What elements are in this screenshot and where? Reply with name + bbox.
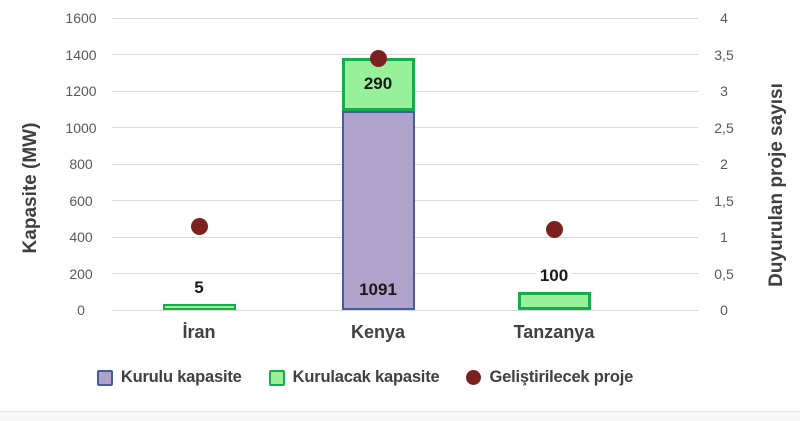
- gridline: [112, 309, 698, 311]
- legend-item: Kurulu kapasite: [96, 368, 242, 387]
- x-axis-category-label: Tanzanya: [513, 322, 595, 342]
- bar-segment-i̇ran: [162, 304, 236, 310]
- bar-value-label: 100: [509, 265, 599, 285]
- legend-dot-icon: [466, 370, 482, 385]
- legend-label: Geliştirilecek proje: [489, 368, 634, 386]
- y2-axis-tick-label: 3,5: [714, 46, 734, 63]
- bar-value-text: 290: [363, 74, 393, 94]
- bar-segment-tanzanya: [517, 291, 591, 310]
- y-axis-tick-label: 600: [69, 192, 93, 209]
- scatter-dot-i̇ran: [190, 217, 208, 235]
- y2-axis-tick-label: 0: [720, 302, 728, 318]
- y2-axis-tick-label: 0,5: [714, 265, 734, 282]
- y-axis-tick-label: 0: [77, 302, 85, 318]
- bar-value-text: 1091: [359, 280, 397, 299]
- y-axis-tick-label: 1600: [65, 10, 97, 26]
- scatter-dot-kenya: [369, 49, 387, 67]
- chart-legend: Kurulu kapasite Kurulacak kapasite Gelişti…: [0, 368, 765, 387]
- left-axis-title: Kapasite (MW): [20, 122, 41, 254]
- y2-axis-tick-label: 3: [720, 83, 728, 99]
- scatter-dot-tanzanya: [545, 221, 563, 239]
- legend-item: Kurulacak kapasite: [268, 368, 440, 387]
- bar-segment-kenya: [341, 110, 415, 310]
- y2-axis-tick-label: 1,5: [714, 192, 734, 209]
- legend-swatch-icon: [96, 369, 113, 386]
- x-axis-category-label: Kenya: [350, 322, 406, 342]
- bar-value-label: 290: [333, 74, 423, 93]
- y-axis-tick-label: 1000: [65, 119, 97, 136]
- gridline: [112, 17, 698, 19]
- y-axis-tick-label: 200: [69, 265, 93, 282]
- y2-axis-tick-label: 1: [720, 229, 728, 245]
- legend-label: Kurulu kapasite: [120, 368, 242, 386]
- y-axis-tick-label: 1400: [65, 46, 97, 63]
- bar-value-text: 5: [190, 278, 208, 297]
- legend-item: Geliştirilecek proje: [466, 368, 633, 387]
- bar-value-label: 5: [154, 278, 244, 297]
- bar-value-text: 100: [535, 265, 573, 285]
- bottom-strip: [0, 411, 800, 421]
- y-axis-tick-label: 400: [69, 229, 93, 245]
- y2-axis-tick-label: 4: [720, 10, 728, 26]
- legend-label: Kurulacak kapasite: [292, 368, 440, 386]
- y-axis-tick-label: 1200: [65, 83, 97, 99]
- gridline: [112, 54, 698, 55]
- y2-axis-tick-label: 2: [720, 156, 728, 172]
- bar-value-label: 1091: [333, 280, 423, 299]
- y2-axis-tick-label: 2,5: [714, 119, 734, 136]
- right-axis-title: Duyurulan proje sayısı: [766, 83, 787, 287]
- y-axis-tick-label: 800: [69, 156, 93, 172]
- x-axis-category-label: İran: [182, 322, 216, 342]
- legend-swatch-icon: [268, 369, 285, 386]
